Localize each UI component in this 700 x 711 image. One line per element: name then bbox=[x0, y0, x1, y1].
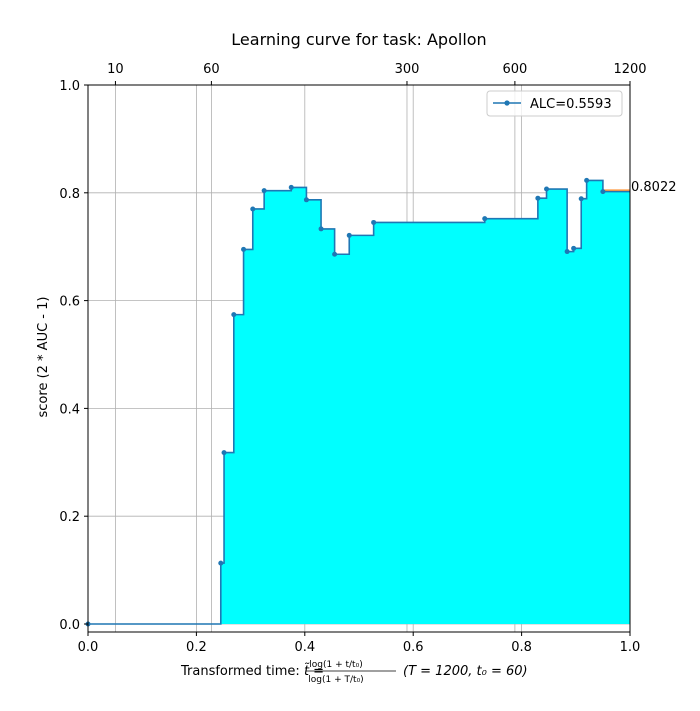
data-point bbox=[231, 312, 237, 318]
legend: ALC=0.5593 bbox=[486, 90, 623, 117]
data-point bbox=[241, 246, 247, 252]
data-point bbox=[564, 249, 570, 255]
x-label-prefix: Transformed time: bbox=[180, 664, 304, 679]
legend-label: ALC=0.5593 bbox=[530, 97, 612, 112]
data-points bbox=[85, 177, 606, 627]
y-tick-label: 0.6 bbox=[59, 295, 80, 310]
y-axis-left: 0.0 0.2 0.4 0.6 0.8 1.0 bbox=[59, 79, 88, 633]
data-point bbox=[318, 226, 324, 232]
data-point bbox=[584, 177, 590, 183]
top-x-tick-label: 1200 bbox=[613, 62, 646, 77]
x-label-params: (T = 1200, t₀ = 60) bbox=[403, 664, 528, 679]
x-label-denominator: log(1 + T/t₀) bbox=[308, 675, 363, 685]
data-point bbox=[346, 232, 352, 238]
y-tick-label: 0.8 bbox=[59, 187, 80, 202]
x-tick-label: 0.4 bbox=[294, 640, 315, 655]
data-point bbox=[218, 560, 224, 566]
y-tick-label: 0.2 bbox=[59, 510, 80, 525]
x-tick-label: 0.2 bbox=[186, 640, 207, 655]
y-tick-label: 0.0 bbox=[59, 618, 80, 633]
area-under-curve bbox=[88, 180, 630, 624]
data-point bbox=[535, 195, 541, 201]
x-axis-bottom: 0.0 0.2 0.4 0.6 0.8 1.0 bbox=[78, 632, 641, 655]
data-point bbox=[261, 188, 267, 194]
data-point bbox=[578, 196, 584, 202]
x-axis-top: 10 60 300 600 1200 bbox=[107, 62, 647, 85]
top-x-tick-label: 10 bbox=[107, 62, 124, 77]
x-tick-label: 0.6 bbox=[403, 640, 424, 655]
top-x-tick-label: 60 bbox=[203, 62, 220, 77]
x-tick-label: 1.0 bbox=[620, 640, 641, 655]
x-axis-label: Transformed time: t̃ = log(1 + t/t₀) log… bbox=[180, 660, 528, 685]
plot-frame bbox=[87, 84, 631, 633]
y-tick-label: 0.4 bbox=[59, 402, 80, 417]
data-point bbox=[303, 197, 309, 203]
data-point bbox=[371, 219, 377, 225]
x-tick-label: 0.8 bbox=[511, 640, 532, 655]
svg-text:Transformed time: t̃ =: Transformed time: t̃ = bbox=[180, 664, 324, 679]
data-point bbox=[250, 206, 256, 212]
legend-box bbox=[486, 90, 623, 117]
data-point bbox=[482, 216, 488, 222]
chart-title: Learning curve for task: Apollon bbox=[231, 30, 486, 49]
top-x-tick-label: 300 bbox=[395, 62, 420, 77]
data-point bbox=[544, 186, 550, 192]
x-label-equals: = bbox=[309, 664, 324, 679]
x-label-numerator: log(1 + t/t₀) bbox=[309, 660, 362, 670]
y-tick-label: 1.0 bbox=[59, 79, 80, 94]
data-point bbox=[288, 184, 294, 190]
legend-marker bbox=[504, 100, 510, 106]
data-point bbox=[332, 251, 338, 257]
data-point bbox=[221, 450, 227, 456]
final-score-label: 0.8022 bbox=[631, 180, 677, 195]
data-point bbox=[571, 245, 577, 251]
data-point bbox=[600, 189, 606, 195]
x-tick-label: 0.0 bbox=[78, 640, 99, 655]
top-x-tick-label: 600 bbox=[502, 62, 527, 77]
y-axis-label: score (2 * AUC - 1) bbox=[36, 297, 51, 418]
